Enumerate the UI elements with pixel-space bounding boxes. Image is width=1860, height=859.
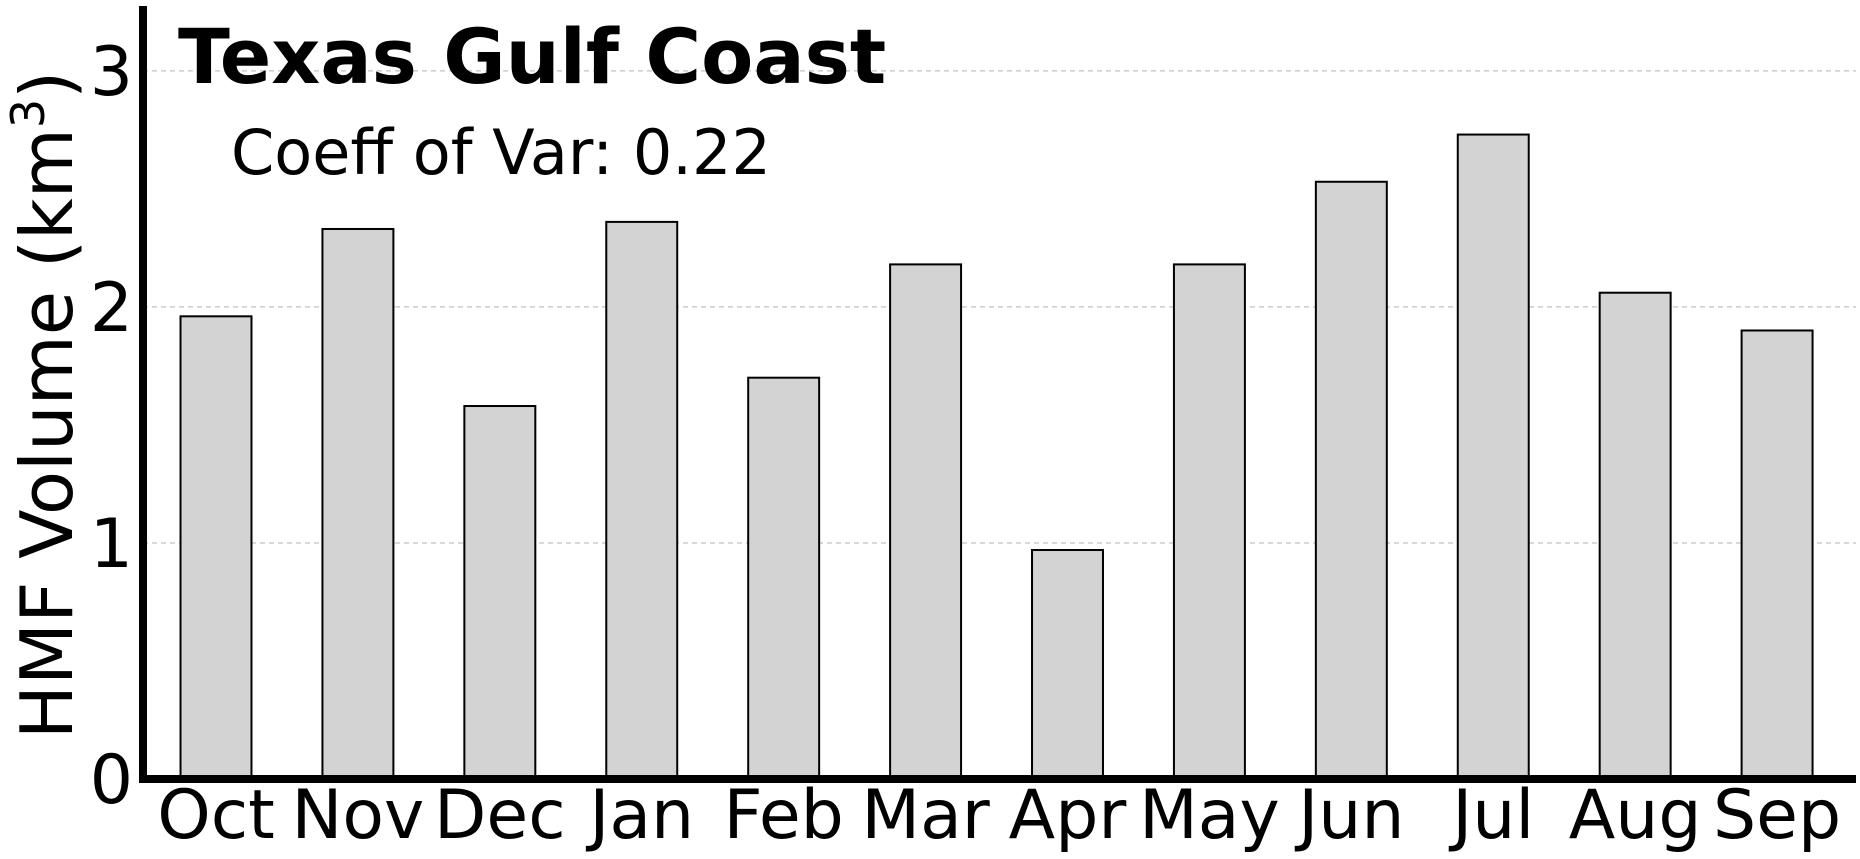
bar-dec xyxy=(463,405,537,780)
x-tick-label: Nov xyxy=(292,776,425,855)
bar-sep xyxy=(1740,329,1814,780)
x-tick-label: Aug xyxy=(1569,776,1702,855)
bar-aug xyxy=(1598,291,1672,780)
bar-jan xyxy=(605,220,679,780)
bar-jun xyxy=(1314,180,1388,780)
bar-mar xyxy=(889,263,963,780)
bar-jul xyxy=(1456,133,1530,780)
y-tick-labels: 0 1 2 3 xyxy=(90,33,133,820)
y-tick-label: 1 xyxy=(90,505,133,584)
x-tick-label: Sep xyxy=(1713,776,1841,855)
x-tick-label: Mar xyxy=(861,776,989,855)
y-axis-label-superscript: 3 xyxy=(1,99,55,128)
y-tick-label: 2 xyxy=(90,269,133,348)
x-tick-label: Oct xyxy=(157,776,275,855)
axes xyxy=(139,6,1856,783)
x-tick-label: Dec xyxy=(434,776,566,855)
bar-nov xyxy=(321,227,395,781)
bars xyxy=(179,133,1814,781)
x-tick-label: Jun xyxy=(1294,776,1404,855)
x-tick-label: Jul xyxy=(1448,776,1534,855)
y-axis-label: HMF Volume (km3) xyxy=(1,71,89,740)
y-axis-label-main: HMF Volume (km xyxy=(5,128,89,739)
x-tick-label: Apr xyxy=(1009,776,1127,855)
bar-oct xyxy=(179,315,253,780)
bar-apr xyxy=(1031,549,1104,781)
x-tick-label: Feb xyxy=(723,776,843,855)
y-tick-label: 3 xyxy=(90,33,133,112)
grid-lines xyxy=(143,70,1856,544)
coeff-of-var-annotation: Coeff of Var: 0.22 xyxy=(231,116,771,189)
x-tick-label: Jan xyxy=(585,776,694,855)
y-axis-label-close: ) xyxy=(5,71,89,99)
y-tick-label: 0 xyxy=(90,741,133,820)
x-tick-label: May xyxy=(1139,776,1280,855)
chart-title: Texas Gulf Coast xyxy=(178,12,886,101)
bar-feb xyxy=(747,376,821,780)
bar-may xyxy=(1172,263,1246,780)
x-tick-labels: Oct Nov Dec Jan Feb Mar Apr May Jun Jul Aug Sep xyxy=(157,776,1841,855)
